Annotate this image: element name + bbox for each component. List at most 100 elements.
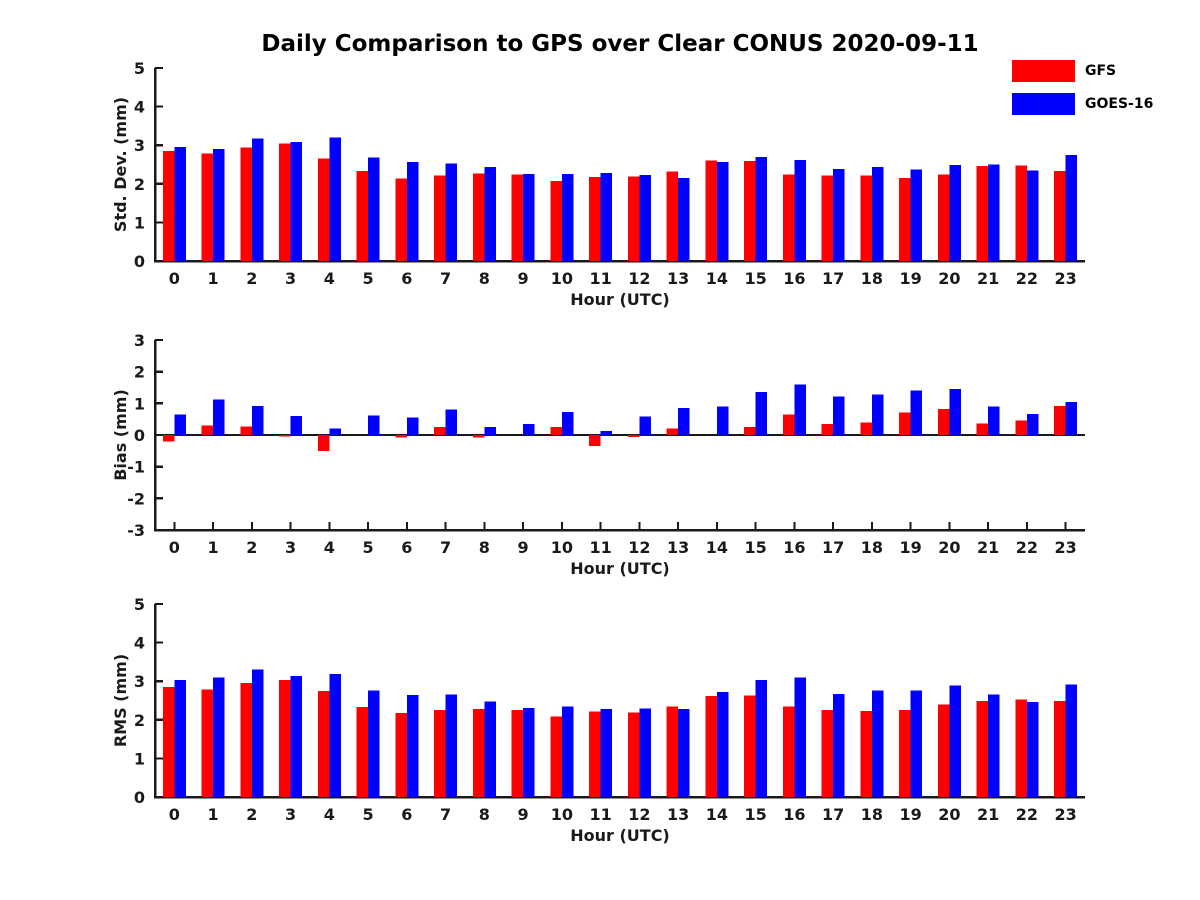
bar-gfs-h15 — [744, 695, 756, 797]
x-tick-label: 20 — [938, 269, 960, 288]
bar-gfs-h8 — [472, 435, 485, 438]
x-tick-label: 5 — [363, 538, 374, 557]
bar-goes-16-h23 — [1065, 402, 1078, 435]
bar-gfs-h18 — [860, 422, 872, 435]
bar-gfs-h1 — [201, 153, 214, 261]
bar-gfs-h7 — [434, 710, 446, 797]
x-tick-label: 11 — [589, 269, 611, 288]
bar-gfs-h22 — [1015, 699, 1027, 797]
bar-goes-16-h20 — [949, 164, 961, 261]
bar-gfs-h21 — [976, 166, 989, 261]
x-tick-label: 16 — [783, 805, 805, 824]
bar-gfs-h1 — [201, 689, 214, 797]
bar-gfs-h23 — [1054, 700, 1066, 797]
bar-goes-16-h21 — [988, 164, 1000, 261]
bar-goes-16-h3 — [290, 416, 303, 435]
series-goes-16 — [174, 669, 1078, 797]
series-goes-16 — [174, 137, 1078, 261]
bar-gfs-h10 — [550, 427, 562, 435]
bar-goes-16-h11 — [600, 431, 613, 435]
chart-title: Daily Comparison to GPS over Clear CONUS… — [261, 31, 979, 57]
bar-goes-16-h7 — [445, 694, 458, 797]
x-tick-label: 5 — [363, 805, 374, 824]
x-tick-label: 6 — [401, 805, 412, 824]
x-tick-label: 8 — [479, 269, 490, 288]
bar-gfs-h11 — [589, 435, 601, 447]
bar-goes-16-h10 — [561, 174, 574, 261]
bar-gfs-h14 — [705, 695, 717, 797]
bar-gfs-h15 — [744, 427, 756, 435]
bar-gfs-h18 — [860, 710, 872, 797]
x-tick-label: 11 — [589, 805, 611, 824]
bar-gfs-h3 — [279, 680, 291, 797]
x-tick-label: 18 — [861, 538, 883, 557]
bar-gfs-h0 — [162, 150, 175, 261]
y-tick-label: 3 — [134, 331, 145, 350]
bar-gfs-h22 — [1015, 165, 1027, 261]
x-tick-label: 7 — [440, 269, 451, 288]
x-tick-label: 17 — [822, 538, 844, 557]
x-tick-label: 23 — [1054, 269, 1076, 288]
bar-goes-16-h14 — [716, 406, 729, 435]
bar-goes-16-h14 — [716, 161, 729, 261]
x-tick-label: 2 — [246, 805, 257, 824]
x-tick-label: 2 — [246, 538, 257, 557]
x-tick-label: 3 — [285, 538, 296, 557]
x-tick-label: 14 — [706, 269, 728, 288]
x-tick-label: 20 — [938, 805, 960, 824]
bar-goes-16-h17 — [833, 396, 845, 435]
legend: GFS GOES-16 — [1012, 60, 1192, 126]
legend-item-gfs: GFS — [1012, 60, 1192, 82]
x-tick-label: 9 — [518, 805, 529, 824]
bar-goes-16-h3 — [290, 142, 303, 261]
bar-goes-16-h18 — [871, 394, 884, 435]
bar-goes-16-h11 — [600, 172, 613, 261]
bar-goes-16-h9 — [523, 424, 535, 435]
bar-gfs-h20 — [937, 409, 950, 435]
bar-gfs-h21 — [976, 700, 989, 797]
bar-goes-16-h11 — [600, 708, 613, 797]
bar-goes-16-h2 — [251, 138, 264, 261]
bar-goes-16-h12 — [639, 174, 651, 261]
bar-goes-16-h7 — [445, 409, 458, 435]
x-tick-label: 11 — [589, 538, 611, 557]
x-tick-label: 22 — [1016, 269, 1038, 288]
bar-gfs-h23 — [1054, 171, 1066, 261]
bar-goes-16-h5 — [368, 415, 380, 435]
bar-gfs-h13 — [666, 706, 679, 797]
y-tick-label: 1 — [134, 749, 145, 768]
bar-goes-16-h4 — [329, 137, 341, 261]
x-tick-label: 4 — [324, 538, 335, 557]
bar-goes-16-h7 — [445, 163, 458, 261]
bar-gfs-h8 — [472, 173, 485, 261]
x-tick-label: 15 — [744, 805, 766, 824]
y-tick-label: 3 — [134, 136, 145, 155]
bar-gfs-h20 — [937, 704, 950, 797]
bar-goes-16-h9 — [523, 174, 535, 261]
bar-goes-16-h15 — [755, 391, 768, 435]
bar-gfs-h10 — [550, 716, 562, 797]
bar-gfs-h2 — [240, 147, 252, 261]
bar-gfs-h2 — [240, 426, 252, 435]
x-tick-label: 4 — [324, 805, 335, 824]
x-tick-label: 21 — [977, 538, 999, 557]
bar-gfs-h7 — [434, 175, 446, 261]
bar-goes-16-h9 — [523, 708, 535, 797]
x-tick-label: 14 — [706, 538, 728, 557]
bar-goes-16-h19 — [910, 390, 923, 435]
bar-gfs-h2 — [240, 683, 252, 797]
bar-gfs-h15 — [744, 161, 756, 261]
y-tick-label: 0 — [134, 426, 145, 445]
y-tick-label: 4 — [134, 98, 145, 117]
bar-gfs-h3 — [279, 435, 291, 437]
x-tick-label: 17 — [822, 269, 844, 288]
bar-goes-16-h4 — [329, 428, 341, 435]
y-tick-label: 3 — [134, 672, 145, 691]
x-tick-label: 9 — [518, 538, 529, 557]
series-goes-16 — [174, 384, 1078, 435]
x-tick-label: 8 — [479, 805, 490, 824]
legend-label-goes16: GOES-16 — [1085, 96, 1154, 112]
legend-label-gfs: GFS — [1085, 63, 1117, 79]
bar-gfs-h5 — [356, 171, 369, 261]
